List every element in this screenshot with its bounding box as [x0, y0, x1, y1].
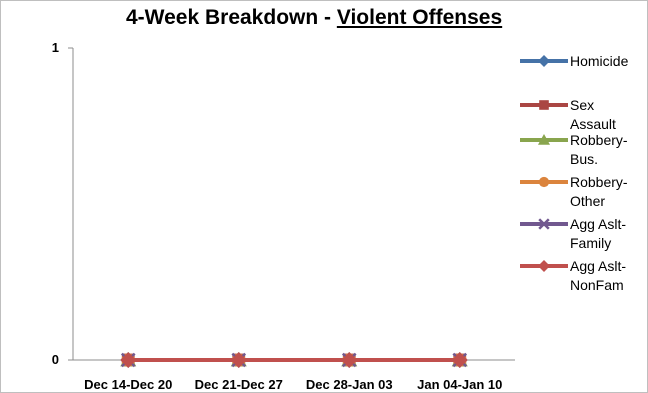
marker-series-5: [451, 352, 468, 368]
x-tick-label: Jan 04-Jan 10: [417, 377, 502, 392]
x-tick-label: Dec 28-Jan 03: [306, 377, 393, 392]
x-tick-label: Dec 21-Dec 27: [195, 377, 283, 392]
marker-series-5: [341, 352, 358, 368]
marker-legend-3: [538, 176, 550, 188]
marker-series-5: [120, 352, 137, 368]
marker-legend-0: [538, 55, 550, 67]
legend-label: Other: [570, 193, 605, 209]
legend-label: Agg Aslt-: [570, 258, 626, 274]
legend-label: Bus.: [570, 151, 598, 167]
marker-legend-1: [539, 100, 549, 110]
legend-label: Robbery-: [570, 132, 628, 148]
legend-label: NonFam: [570, 277, 624, 293]
legend-label: Homicide: [570, 53, 629, 69]
legend-label: Family: [570, 235, 611, 251]
chart-title-underlined: Violent Offenses: [336, 6, 503, 29]
legend-label: Agg Aslt-: [570, 216, 626, 232]
marker-legend-5: [538, 260, 550, 272]
legend-label: Sex: [570, 97, 594, 113]
legend-label: Assault: [570, 116, 616, 132]
x-tick-label: Dec 14-Dec 20: [84, 377, 172, 392]
chart-title: 4-Week Breakdown - Violent Offenses: [0, 6, 648, 30]
chart-title-prefix: 4-Week Breakdown -: [126, 6, 337, 29]
marker-legend-2: [538, 134, 550, 145]
y-tick-label: 0: [52, 352, 59, 367]
legend-label: Robbery-: [570, 174, 628, 190]
marker-legend-4: [538, 218, 550, 230]
y-tick-label: 1: [52, 40, 59, 55]
marker-series-5: [230, 352, 247, 368]
